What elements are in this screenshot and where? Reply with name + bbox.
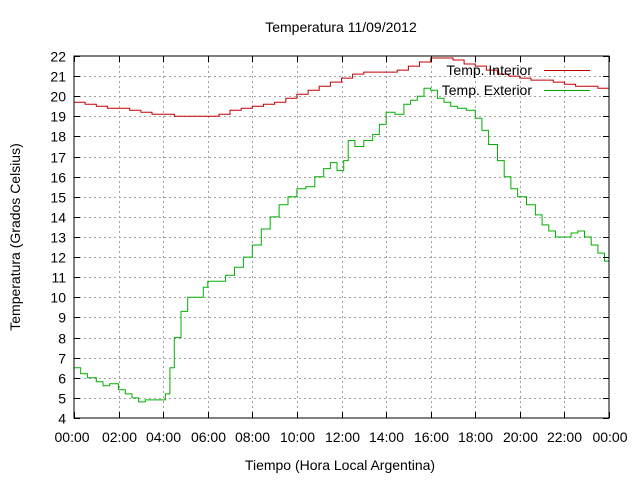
legend-label: Temp. Exterior <box>442 82 533 98</box>
x-tick-label: 14:00 <box>369 429 404 445</box>
y-tick-label: 12 <box>50 250 66 266</box>
y-tick-label: 21 <box>50 69 66 85</box>
chart-title: Temperatura 11/09/2012 <box>265 19 417 35</box>
y-tick-label: 10 <box>50 290 66 306</box>
grid <box>74 56 609 418</box>
x-tick-label: 06:00 <box>191 429 226 445</box>
y-tick-label: 7 <box>58 351 66 367</box>
axis-ticks: 4 5 6 7 8 9 10 11 12 13 14 15 16 17 18 19 20 21 22 00:00 02:… <box>50 49 627 446</box>
x-tick-label: 08:00 <box>235 429 270 445</box>
y-tick-label: 19 <box>50 109 66 125</box>
x-tick-label: 02:00 <box>102 429 137 445</box>
y-tick-label: 14 <box>50 210 66 226</box>
y-tick-label: 4 <box>58 411 66 427</box>
y-tick-label: 8 <box>58 331 66 347</box>
y-tick-label: 5 <box>58 391 66 407</box>
y-tick-label: 20 <box>50 89 66 105</box>
x-tick-label: 12:00 <box>325 429 360 445</box>
y-tick-label: 13 <box>50 230 66 246</box>
series-line-0 <box>74 57 609 117</box>
x-tick-label: 16:00 <box>414 429 449 445</box>
series-layer <box>74 57 610 403</box>
legend: Temp. Interior Temp. Exterior <box>442 62 590 98</box>
y-tick-label: 6 <box>58 371 66 387</box>
y-tick-label: 16 <box>50 170 66 186</box>
x-tick-label: 22:00 <box>547 429 582 445</box>
x-tick-label: 04:00 <box>146 429 181 445</box>
legend-label: Temp. Interior <box>446 62 532 78</box>
series-line-1 <box>74 87 610 403</box>
y-tick-label: 17 <box>50 150 66 166</box>
x-tick-label: 00:00 <box>592 429 627 445</box>
x-tick-label: 10:00 <box>280 429 315 445</box>
y-axis-label: Temperatura (Grados Celsius) <box>7 143 23 331</box>
y-tick-label: 11 <box>51 270 66 286</box>
y-tick-label: 9 <box>58 310 66 326</box>
x-tick-label: 00:00 <box>55 429 90 445</box>
x-axis-label: Tiempo (Hora Local Argentina) <box>245 457 435 473</box>
y-tick-label: 18 <box>50 129 66 145</box>
y-tick-label: 22 <box>50 49 66 65</box>
x-tick-label: 18:00 <box>458 429 493 445</box>
y-tick-label: 15 <box>50 190 66 206</box>
x-tick-label: 20:00 <box>503 429 538 445</box>
